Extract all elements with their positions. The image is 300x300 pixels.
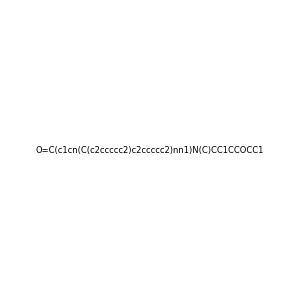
Text: O=C(c1cn(C(c2ccccc2)c2ccccc2)nn1)N(C)CC1CCOCC1: O=C(c1cn(C(c2ccccc2)c2ccccc2)nn1)N(C)CC1… — [36, 146, 264, 154]
